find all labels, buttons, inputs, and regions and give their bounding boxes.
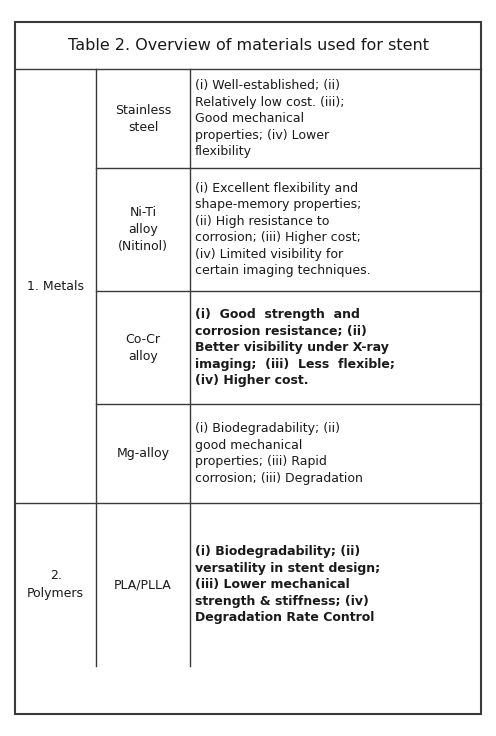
Text: (i) Biodegradability; (ii)
versatility in stent design;
(iii) Lower mechanical
s: (i) Biodegradability; (ii) versatility i… xyxy=(194,545,380,624)
Text: Mg-alloy: Mg-alloy xyxy=(117,447,170,460)
Text: Stainless
steel: Stainless steel xyxy=(115,104,171,134)
Text: 1. Metals: 1. Metals xyxy=(27,280,84,292)
Text: (i) Well-established; (ii)
Relatively low cost. (iii);
Good mechanical
propertie: (i) Well-established; (ii) Relatively lo… xyxy=(194,79,344,158)
Text: (i) Excellent flexibility and
shape-memory properties;
(ii) High resistance to
c: (i) Excellent flexibility and shape-memo… xyxy=(194,182,371,277)
Text: PLA/PLLA: PLA/PLLA xyxy=(114,578,172,591)
Text: 2.
Polymers: 2. Polymers xyxy=(27,569,84,600)
Text: Co-Cr
alloy: Co-Cr alloy xyxy=(125,333,161,363)
Text: (i)  Good  strength  and
corrosion resistance; (ii)
Better visibility under X-ra: (i) Good strength and corrosion resistan… xyxy=(194,308,394,387)
Text: (i) Biodegradability; (ii)
good mechanical
properties; (iii) Rapid
corrosion; (i: (i) Biodegradability; (ii) good mechanic… xyxy=(194,422,363,485)
Text: Ni-Ti
alloy
(Nitinol): Ni-Ti alloy (Nitinol) xyxy=(118,206,168,253)
Text: Table 2. Overview of materials used for stent: Table 2. Overview of materials used for … xyxy=(67,38,429,53)
